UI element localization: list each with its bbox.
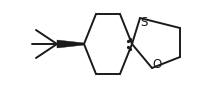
Polygon shape — [57, 40, 84, 48]
Text: O: O — [152, 59, 162, 71]
Text: S: S — [140, 15, 148, 29]
